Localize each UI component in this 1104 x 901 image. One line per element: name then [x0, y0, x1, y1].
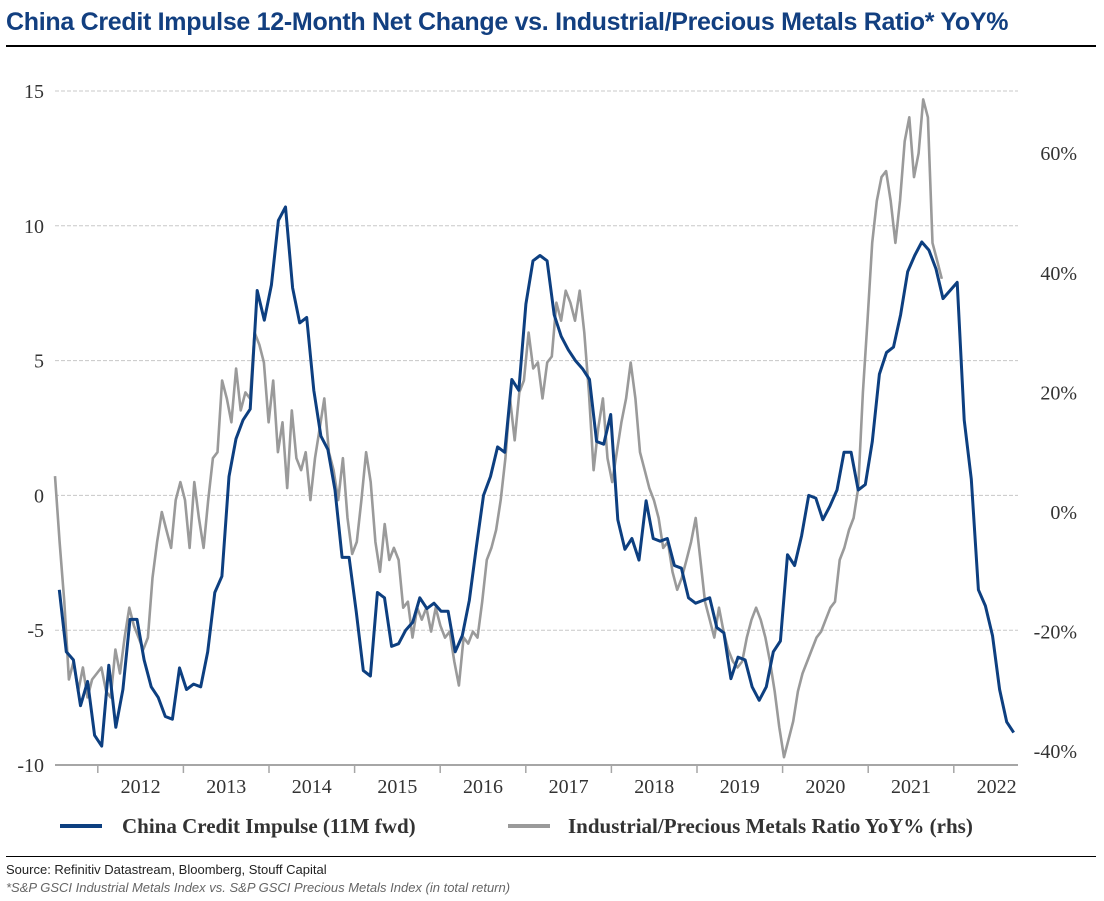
y-left-tick-label: 5: [34, 351, 44, 373]
series-line-china-credit-impulse: [57, 205, 1015, 748]
series-line-metals-ratio: [53, 98, 944, 759]
y-right-tick-label: 0%: [1050, 502, 1077, 524]
y-left-tick-label: 10: [24, 216, 44, 238]
x-tick-label: 2015: [377, 776, 417, 798]
x-tick-label: 2012: [121, 776, 161, 798]
y-left-tick-label: -10: [17, 755, 44, 777]
y-right-tick-label: -20%: [1034, 622, 1077, 644]
x-tick-label: 2021: [891, 776, 931, 798]
footer-divider: [6, 856, 1096, 857]
title-divider: [6, 45, 1096, 47]
y-right-tick-label: 40%: [1040, 263, 1077, 285]
y-right-tick-label: 20%: [1040, 382, 1077, 404]
source-note: Source: Refinitiv Datastream, Bloomberg,…: [6, 862, 327, 877]
y-left-tick-label: 0: [34, 485, 44, 507]
chart-title: China Credit Impulse 12-Month Net Change…: [6, 8, 1009, 36]
x-tick-label: 2017: [549, 776, 589, 798]
y-left-tick-label: -5: [27, 620, 44, 642]
legend-label: Industrial/Precious Metals Ratio YoY% (r…: [568, 814, 973, 838]
y-right-tick-label: -40%: [1034, 741, 1077, 763]
y-left-tick-label: 15: [24, 81, 44, 103]
x-tick-label: 2016: [463, 776, 503, 798]
legend-label: China Credit Impulse (11M fwd): [122, 814, 416, 838]
x-tick-label: 2018: [634, 776, 674, 798]
y-right-tick-label: 60%: [1040, 143, 1077, 165]
x-tick-label: 2020: [805, 776, 845, 798]
footnote: *S&P GSCI Industrial Metals Index vs. S&…: [6, 880, 511, 895]
x-tick-label: 2014: [292, 776, 332, 798]
x-tick-label: 2019: [720, 776, 760, 798]
x-tick-label: 2022: [977, 776, 1017, 798]
x-tick-label: 2013: [206, 776, 246, 798]
